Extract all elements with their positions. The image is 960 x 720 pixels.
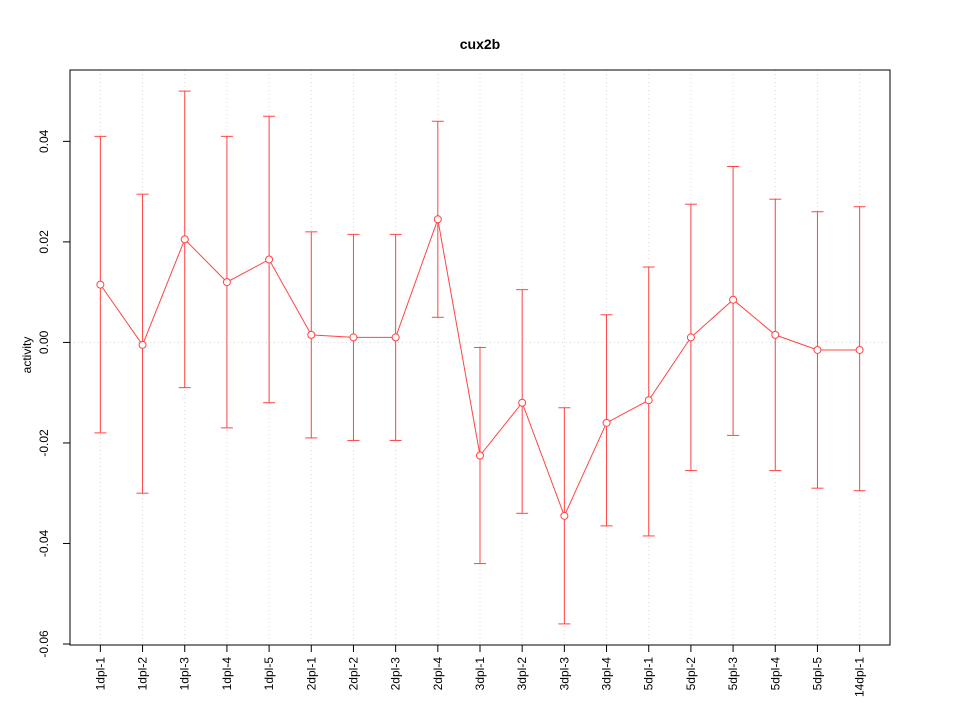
error-bars [94, 90, 866, 625]
data-point [518, 398, 527, 407]
x-tick-label: 1dpl-4 [220, 657, 234, 691]
data-point [686, 333, 695, 342]
data-points [96, 215, 864, 520]
x-tick-label: 1dpl-1 [93, 657, 107, 691]
x-tick-label: 3dpl-2 [515, 657, 529, 691]
x-tick-label: 5dpl-1 [642, 657, 656, 691]
y-tick-label: -0.02 [37, 429, 51, 457]
x-tick-label: 5dpl-3 [726, 657, 740, 691]
x-tick-label: 1dpl-3 [178, 657, 192, 691]
data-point [307, 330, 316, 339]
y-tick-label: -0.06 [37, 630, 51, 658]
y-tick-label: 0.00 [37, 330, 51, 354]
data-point [180, 235, 189, 244]
chart-title: cux2b [459, 36, 501, 52]
y-tick-label: -0.04 [37, 529, 51, 557]
data-point [560, 511, 569, 520]
x-tick-label: 2dpl-2 [346, 657, 360, 691]
gridlines [70, 70, 890, 645]
x-axis: 1dpl-1 1dpl-2 1dpl-3 1dpl-4 1dpl-5 2dpl-1 2dpl… [93, 645, 867, 697]
x-tick-label: 5dpl-5 [810, 657, 824, 691]
data-point [602, 418, 611, 427]
data-point [433, 215, 442, 224]
data-point [265, 255, 274, 264]
data-point [349, 333, 358, 342]
x-tick-label: 2dpl-1 [304, 657, 318, 691]
y-tick-label: 0.02 [37, 230, 51, 254]
data-point [222, 278, 231, 287]
x-tick-label: 1dpl-2 [136, 657, 150, 691]
data-point [391, 333, 400, 342]
data-point [771, 330, 780, 339]
x-tick-label: 2dpl-3 [389, 657, 403, 691]
y-tick-label: 0.04 [37, 129, 51, 153]
x-tick-label: 3dpl-3 [557, 657, 571, 691]
y-axis: -0.06 -0.04 -0.02 0.00 0.02 0.04 [37, 129, 70, 658]
data-point [813, 345, 822, 354]
x-tick-label: 1dpl-5 [262, 657, 276, 691]
data-point [96, 280, 105, 289]
x-tick-label: 5dpl-4 [768, 657, 782, 691]
x-tick-label: 3dpl-4 [600, 657, 614, 691]
data-point [729, 295, 738, 304]
x-tick-label: 3dpl-1 [473, 657, 487, 691]
data-point [855, 345, 864, 354]
x-tick-label: 2dpl-4 [431, 657, 445, 691]
x-tick-label: 14dpl-1 [853, 657, 867, 697]
data-point [476, 451, 484, 460]
data-point [138, 340, 147, 349]
data-point [644, 396, 653, 405]
x-tick-label: 5dpl-2 [684, 657, 698, 691]
